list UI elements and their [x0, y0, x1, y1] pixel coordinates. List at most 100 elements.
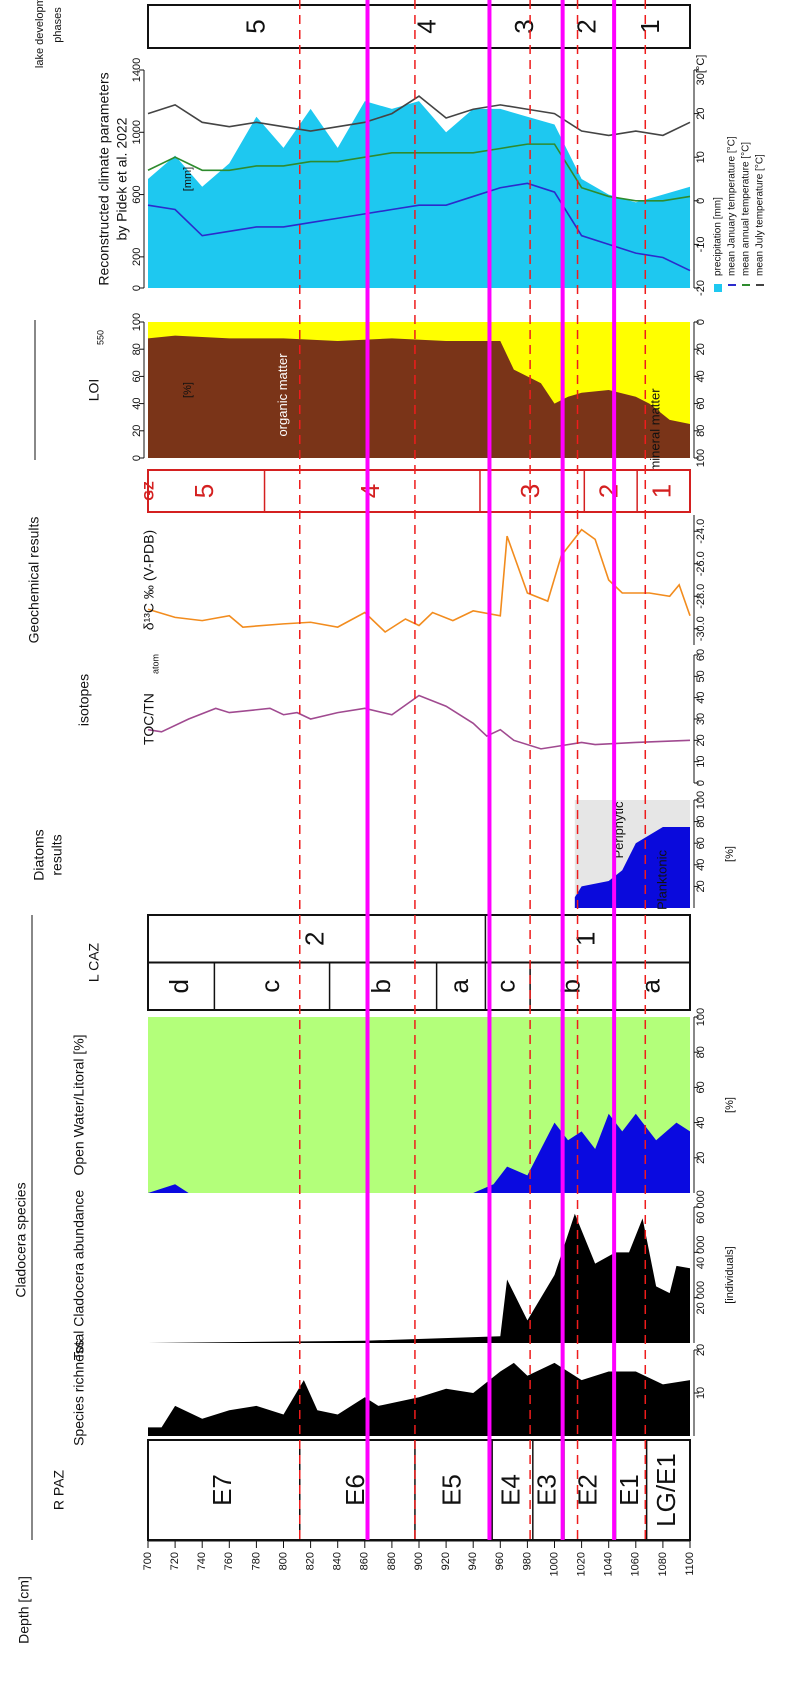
tick-label: 60	[695, 397, 707, 409]
zone-label: a	[636, 978, 666, 993]
tick-label: 60	[695, 649, 707, 661]
depth-tick-label: 700	[142, 1552, 154, 1570]
tick-label: 100	[131, 313, 143, 331]
zone-label: c	[255, 980, 285, 993]
line	[147, 694, 691, 750]
zone-label: d	[164, 979, 194, 993]
panel-title: Total Cladocera abundance	[71, 1190, 87, 1361]
tick-label: 20	[131, 425, 143, 437]
header: results	[49, 834, 65, 875]
zone-label: 3	[515, 484, 545, 498]
depth-tick-label: 1040	[603, 1552, 615, 1576]
tick-label: -26.0	[695, 551, 707, 576]
tick-label: 40	[695, 692, 707, 704]
panel-title: L CAZ	[86, 942, 102, 982]
axis-label: [%]	[182, 382, 194, 398]
depth-tick-label: 1020	[576, 1552, 588, 1576]
axis-label: [%]	[724, 846, 736, 862]
annotation: organic matter	[275, 353, 290, 437]
header: Cladocera species	[13, 1182, 29, 1297]
depth-tick-label: 1060	[630, 1552, 642, 1576]
tick-label: 0	[695, 198, 707, 204]
depth-tick-label: 800	[277, 1552, 289, 1570]
zone-label: a	[444, 978, 474, 993]
zone-label: E3	[531, 1474, 561, 1506]
tick-label: 60	[695, 1081, 707, 1093]
tick-label: 10	[695, 151, 707, 163]
tick-label: 60	[131, 370, 143, 382]
zone-label: 2	[571, 19, 601, 33]
tick-label: 20	[695, 1152, 707, 1164]
zone-label: LG/E1	[651, 1453, 681, 1527]
zone-label: E5	[436, 1474, 466, 1506]
depth-tick-label: 1100	[684, 1552, 696, 1576]
tick-label: 0	[131, 455, 143, 461]
tick-label: -20	[695, 280, 707, 296]
tick-label: 60 000	[695, 1190, 707, 1224]
tick-label: 0	[695, 319, 707, 325]
panel-title-sub: 550	[95, 330, 105, 345]
depth-tick-label: 820	[305, 1552, 317, 1570]
tick-label: 0	[131, 285, 143, 291]
zone-frame	[147, 961, 691, 1011]
tick-label: 100	[695, 791, 707, 809]
depth-tick-label: 940	[467, 1552, 479, 1570]
tick-label: 40	[695, 1116, 707, 1128]
panel-title: Open Water/Litoral [%]	[71, 1034, 87, 1175]
legend-swatch	[742, 284, 750, 286]
depth-tick-label: 1000	[548, 1552, 560, 1576]
annotation: mineral matter	[648, 388, 663, 472]
depth-tick-label: 960	[494, 1552, 506, 1570]
legend-label: precipitation [mm]	[713, 197, 724, 276]
zone-label: 1	[571, 932, 601, 946]
zone-label: 1	[646, 484, 676, 498]
tick-label: 20	[695, 1344, 707, 1356]
tick-label: 80	[695, 425, 707, 437]
tick-label: 40	[695, 370, 707, 382]
zone-label: b	[556, 979, 586, 993]
depth-tick-label: 920	[440, 1552, 452, 1570]
depth-axis-label: Depth [cm]	[16, 1576, 32, 1644]
zone-label: 5	[189, 484, 219, 498]
tick-label: -10	[695, 236, 707, 252]
zone-frame	[147, 469, 691, 513]
zone-label: 4	[355, 484, 385, 498]
tick-label: 10	[695, 756, 707, 768]
legend-swatch	[728, 284, 736, 286]
axis-label: [individuals]	[724, 1246, 736, 1303]
tick-label: 1400	[131, 58, 143, 82]
zone-frame	[147, 914, 691, 964]
zone-label: E7	[207, 1474, 237, 1506]
zone-label: E6	[340, 1474, 370, 1506]
area	[148, 1113, 690, 1193]
axis-label: [mm]	[182, 167, 194, 191]
tick-label: 200	[131, 248, 143, 266]
legend-swatch	[756, 284, 764, 286]
panel-title: GZ	[141, 481, 157, 501]
area	[148, 1213, 690, 1343]
zone-label: 5	[241, 19, 271, 33]
panel-title: Species richness	[71, 1340, 87, 1446]
tick-label: -30.0	[695, 616, 707, 641]
depth-tick-label: 900	[413, 1552, 425, 1570]
depth-tick-label: 720	[169, 1552, 181, 1570]
panel-title: R PAZ	[51, 1469, 67, 1510]
tick-label: -28.0	[695, 584, 707, 609]
tick-label: -24.0	[695, 519, 707, 544]
line	[147, 95, 691, 137]
area	[148, 101, 690, 289]
tick-label: 80	[695, 815, 707, 827]
zone-label: 2	[594, 484, 624, 498]
tick-label: 30[°C]	[695, 55, 707, 86]
panel-title: Reconstructed climate parameters	[96, 72, 112, 285]
line	[147, 143, 691, 202]
zone-label: E1	[614, 1474, 644, 1506]
area	[148, 335, 690, 458]
panel-title: lake development	[34, 0, 46, 68]
area	[148, 1362, 690, 1436]
zone-label: 2	[300, 932, 330, 946]
tick-label: 40	[131, 397, 143, 409]
area	[574, 827, 690, 908]
tick-label: 20	[695, 734, 707, 746]
depth-tick-label: 760	[223, 1552, 235, 1570]
